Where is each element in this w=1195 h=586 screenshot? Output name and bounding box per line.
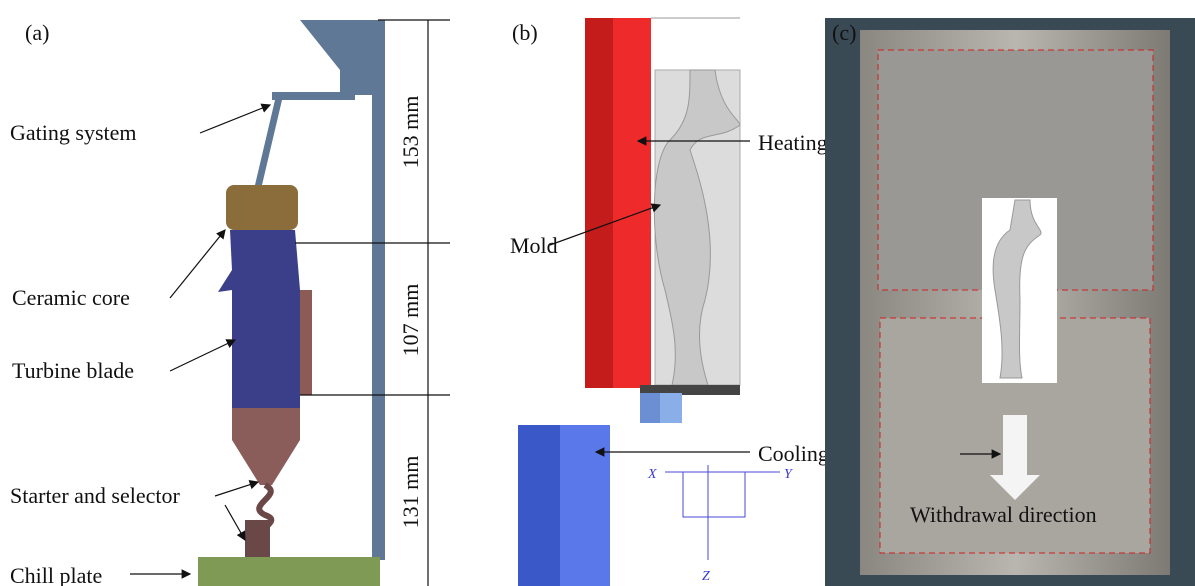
panel-label: (a) [25,20,49,45]
furnace-side [585,18,613,388]
annotation: Chill plate [10,563,102,586]
chamber-front [560,425,610,586]
chill-plate [198,557,380,586]
blade-platform [300,290,312,395]
turbine-blade [218,230,312,420]
annotation: Ceramic core [12,285,130,310]
coordinate-axes [665,465,780,560]
dimension: 131 mm [398,456,423,529]
dimension: 107 mm [398,284,423,357]
annotation: Mold [510,233,558,258]
panel-a: (a) Gating system Ceramic core Turbine b… [10,20,450,586]
figure: (a) Gating system Ceramic core Turbine b… [0,0,1195,586]
starter [232,408,300,485]
dimension: 153 mm [398,96,423,169]
panel-label: (b) [512,20,538,45]
annotation: Gating system [10,120,137,145]
panel-c: (c) Withdrawal direction [825,18,1195,586]
axis-label: X [647,467,657,482]
axis-label: Z [702,569,710,584]
axis-label: Y [784,467,794,482]
annotation: Withdrawal direction [910,502,1097,527]
selector-base [245,520,270,558]
runner [255,100,282,185]
furnace-front [613,18,651,388]
core-top [226,185,298,230]
chamber-side [518,425,560,586]
rod [640,393,660,423]
annotation: Starter and selector [10,483,180,508]
panel-label: (c) [832,20,856,45]
rod-front [660,393,682,423]
annotation: Turbine blade [12,358,134,383]
